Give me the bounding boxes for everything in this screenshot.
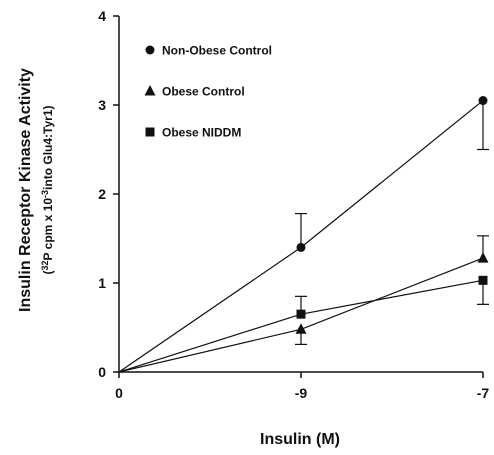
data-point-non-obese-control <box>296 242 306 252</box>
y-tick-label: 3 <box>98 97 106 113</box>
legend-marker-obese-niddm <box>145 127 155 137</box>
data-point-obese-niddm <box>478 275 488 285</box>
data-markers <box>295 96 489 334</box>
x-tick-label: -9 <box>295 385 308 401</box>
units-open: ( <box>41 270 55 274</box>
ticks: 0 1 2 3 4 0 -9 -7 <box>98 8 489 401</box>
x-tick-label: 0 <box>115 385 123 401</box>
units-p-cpm: P cpm x 10 <box>41 198 55 261</box>
units-superscript-32: 32 <box>40 260 50 270</box>
legend-marker-non-obese-control <box>145 45 155 55</box>
units-rest: into Glu4:Tyr1) <box>41 106 55 190</box>
y-axis-units: (32P cpm x 10-3into Glu4:Tyr1) <box>40 106 55 275</box>
y-tick-label: 2 <box>98 186 106 202</box>
legend: Non-Obese Control Obese Control Obese NIDD… <box>144 44 272 140</box>
data-point-non-obese-control <box>478 96 488 106</box>
data-point-obese-niddm <box>296 309 306 319</box>
units-superscript-minus3: -3 <box>40 190 50 198</box>
data-point-obese-control <box>477 252 489 263</box>
legend-label-obese-niddm: Obese NIDDM <box>162 126 241 140</box>
legend-label-non-obese-control: Non-Obese Control <box>162 44 272 58</box>
data-point-obese-control <box>295 323 307 334</box>
legend-marker-obese-control <box>144 85 156 96</box>
y-tick-label: 0 <box>98 364 106 380</box>
x-axis-title: Insulin (M) <box>260 431 340 448</box>
y-tick-label: 1 <box>98 275 106 291</box>
y-axis-title: Insulin Receptor Kinase Activity <box>17 68 34 312</box>
error-bars <box>295 100 489 346</box>
legend-label-obese-control: Obese Control <box>162 85 245 99</box>
x-tick-label: -7 <box>477 385 490 401</box>
y-tick-label: 4 <box>98 8 106 24</box>
